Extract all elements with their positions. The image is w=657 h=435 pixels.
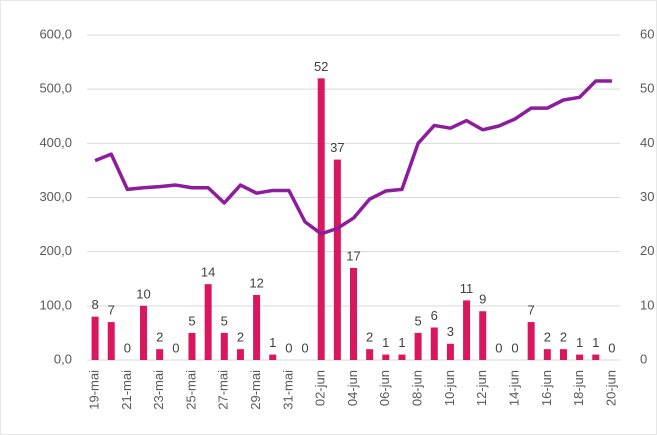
y-tick-label: 100,0 — [39, 297, 72, 312]
bar — [479, 311, 487, 360]
y-tick-label: 200,0 — [39, 243, 72, 258]
value-label: 9 — [479, 292, 486, 307]
x-tick-label: 25-mai — [183, 370, 198, 410]
value-label: 0 — [511, 340, 518, 355]
value-label: 8 — [91, 297, 98, 312]
x-tick-label: 20-jun — [603, 370, 618, 406]
value-label: 11 — [460, 281, 474, 296]
value-label: 7 — [108, 303, 115, 318]
y-tick-label: 500,0 — [39, 81, 72, 96]
value-label: 1 — [382, 335, 389, 350]
value-label: 5 — [221, 313, 228, 328]
value-label: 2 — [544, 330, 551, 345]
x-tick-label: 29-mai — [248, 370, 263, 410]
bar — [382, 354, 390, 360]
y-tick-label: 600,0 — [39, 26, 72, 41]
value-label: 2 — [560, 330, 567, 345]
value-label: 2 — [156, 330, 163, 345]
value-label: 3 — [447, 324, 454, 339]
bar — [107, 322, 115, 360]
bar — [592, 354, 600, 360]
bar — [204, 284, 212, 360]
value-label: 0 — [124, 340, 131, 355]
value-label: 2 — [237, 330, 244, 345]
value-label: 5 — [414, 313, 421, 328]
x-tick-label: 16-jun — [539, 370, 554, 406]
x-tick-label: 02-jun — [313, 370, 328, 406]
bar — [430, 327, 438, 360]
y2-tick-label: 20 — [640, 243, 654, 258]
y-tick-label: 300,0 — [39, 189, 72, 204]
x-tick-label: 19-mai — [87, 370, 102, 410]
value-label: 1 — [576, 335, 583, 350]
value-label: 0 — [495, 340, 502, 355]
value-label: 6 — [431, 308, 438, 323]
value-label: 1 — [592, 335, 599, 350]
x-tick-label: 04-jun — [345, 370, 360, 406]
y2-tick-label: 60 — [640, 26, 654, 41]
x-tick-label: 27-mai — [216, 370, 231, 410]
y2-tick-label: 30 — [640, 189, 654, 204]
bar — [446, 343, 454, 360]
value-label: 0 — [608, 340, 615, 355]
bar — [269, 354, 277, 360]
y-tick-label: 400,0 — [39, 135, 72, 150]
bar — [220, 332, 228, 360]
value-label: 14 — [201, 265, 215, 280]
bar — [333, 159, 341, 360]
bar — [91, 316, 99, 360]
value-label: 0 — [172, 340, 179, 355]
bar — [576, 354, 584, 360]
bar — [366, 349, 374, 360]
bar — [559, 349, 567, 360]
bar — [188, 332, 196, 360]
value-label: 0 — [301, 340, 308, 355]
value-label: 2 — [366, 330, 373, 345]
line — [94, 79, 612, 236]
bar — [253, 295, 261, 360]
bar — [398, 354, 406, 360]
bar — [414, 332, 422, 360]
y2-tick-label: 10 — [640, 297, 654, 312]
y2-tick-label: 50 — [640, 81, 654, 96]
x-tick-label: 08-jun — [410, 370, 425, 406]
x-tick-label: 06-jun — [377, 370, 392, 406]
bar — [527, 322, 535, 360]
bar — [543, 349, 551, 360]
value-label: 37 — [330, 140, 344, 155]
bar — [140, 305, 148, 360]
value-label: 10 — [136, 286, 150, 301]
value-label: 5 — [188, 313, 195, 328]
x-tick-label: 10-jun — [442, 370, 457, 406]
x-tick-label: 21-mai — [119, 370, 134, 410]
y2-tick-label: 40 — [640, 135, 654, 150]
value-label: 52 — [314, 59, 328, 74]
value-label: 12 — [249, 275, 263, 290]
y-tick-label: 0,0 — [54, 351, 72, 366]
x-tick-label: 31-mai — [280, 370, 295, 410]
value-label: 7 — [528, 303, 535, 318]
bar — [463, 300, 471, 360]
value-label: 1 — [269, 335, 276, 350]
bar — [317, 78, 325, 360]
bar — [236, 349, 244, 360]
x-tick-label: 14-jun — [506, 370, 521, 406]
value-label: 1 — [398, 335, 405, 350]
x-tick-label: 18-jun — [571, 370, 586, 406]
x-tick-label: 12-jun — [474, 370, 489, 406]
bar — [350, 267, 357, 360]
value-label: 0 — [285, 340, 292, 355]
y2-tick-label: 0 — [640, 351, 647, 366]
bar — [156, 349, 164, 360]
value-label: 17 — [346, 248, 360, 263]
x-tick-label: 23-mai — [151, 370, 166, 410]
